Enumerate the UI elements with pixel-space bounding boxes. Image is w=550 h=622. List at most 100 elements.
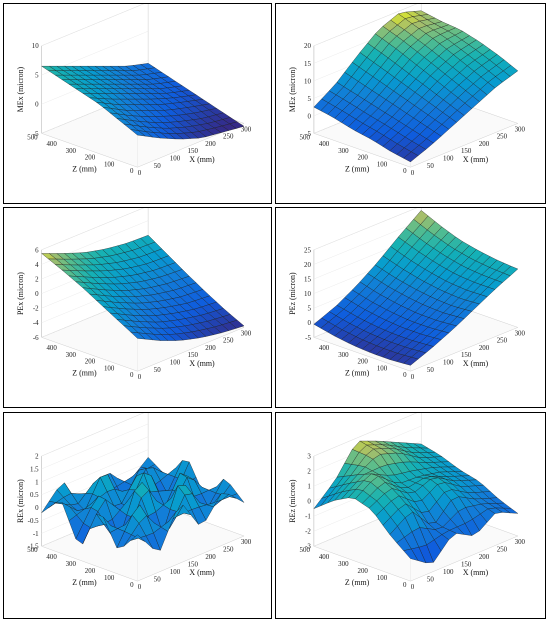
x-axis-label: X (mm)	[189, 155, 215, 164]
surface-patch	[403, 548, 419, 561]
surface-plot-rex: -1.5 -1 -0.5 0 0.5 1 1.5 2 0 100 200 300 400 500 0 50 10…	[16, 413, 252, 591]
gridline	[41, 208, 144, 250]
x-tick-label: 150	[188, 148, 199, 155]
z-tick-label: 0	[403, 168, 407, 175]
gridline	[41, 423, 149, 470]
z-tick-label: 0	[130, 168, 134, 175]
z-tick-label: 200	[85, 359, 96, 366]
value-tick-label: -1	[33, 531, 39, 538]
z-tick-label: 100	[104, 365, 115, 372]
gridline	[41, 413, 144, 457]
gridline	[313, 4, 417, 46]
z-tick-label: 200	[85, 568, 96, 575]
x-tick-label: 150	[188, 352, 199, 359]
value-tick-label: 2	[35, 276, 39, 283]
surface-patch	[41, 501, 57, 513]
value-axis-label: REz (micron)	[288, 479, 297, 523]
value-tick-label: 10	[304, 78, 311, 85]
surface-plot-pez: -505101520250100200300400050100150200250…	[288, 208, 526, 381]
value-tick-label: 5	[307, 306, 311, 313]
x-axis-label: X (mm)	[189, 359, 215, 368]
value-tick-label: 2	[35, 454, 39, 461]
z-tick-label: 300	[66, 148, 77, 155]
z-tick-label: 400	[319, 345, 330, 352]
x-tick-label: 300	[515, 126, 526, 133]
value-tick-label: 5	[35, 72, 39, 79]
value-tick-label: 20	[304, 262, 311, 269]
z-tick-label: 500	[27, 547, 38, 554]
z-tick-label: 200	[358, 155, 369, 162]
z-tick-label: 500	[300, 547, 311, 554]
value-tick-label: 15	[304, 276, 311, 283]
x-tick-label: 250	[223, 546, 234, 553]
value-tick-label: -1	[305, 514, 311, 521]
chart-panel-pez: -5 0 5 10 15 20 25 0 100 200 300 400 0 50 100 150 200 250…	[275, 207, 546, 408]
x-tick-label: 150	[188, 561, 199, 568]
gridline	[313, 413, 417, 457]
z-tick-label: 0	[403, 582, 407, 589]
z-tick-label: 100	[377, 365, 388, 372]
value-tick-label: 1	[35, 479, 39, 486]
z-tick-label: 0	[130, 372, 134, 379]
x-tick-label: 100	[443, 156, 454, 163]
x-tick-label: 100	[443, 569, 454, 576]
value-tick-label: 0	[35, 505, 39, 512]
surface	[41, 235, 245, 341]
value-tick-label: 10	[304, 291, 311, 298]
x-tick-label: 100	[170, 360, 181, 367]
x-tick-label: 200	[479, 345, 490, 352]
value-tick-label: 5	[307, 96, 311, 103]
value-tick-label: 4	[35, 262, 39, 269]
x-tick-label: 0	[411, 170, 415, 177]
surface-plot-mex: -505100100200300400500050100150200250300…	[16, 4, 252, 177]
x-tick-label: 200	[205, 141, 216, 148]
x-tick-label: 150	[461, 352, 472, 359]
x-tick-label: 0	[411, 584, 415, 591]
x-axis-label: X (mm)	[189, 568, 215, 577]
value-tick-label: 0.5	[30, 492, 39, 499]
x-tick-label: 100	[170, 156, 181, 163]
value-tick-label: 1.5	[30, 466, 39, 473]
z-tick-label: 100	[377, 161, 388, 168]
x-tick-label: 300	[241, 539, 252, 546]
value-tick-label: -5	[305, 335, 311, 342]
z-tick-label: 400	[319, 554, 330, 561]
x-tick-label: 300	[241, 126, 252, 133]
x-tick-label: 50	[154, 163, 161, 170]
x-tick-label: 200	[479, 141, 490, 148]
surface-plot-rez: -3 -2 -1 0 1 2 3 0 100 200 300 400 500 0 50 100 150 200 25…	[288, 413, 526, 591]
z-axis-label: Z (mm)	[72, 165, 97, 174]
x-axis-label: X (mm)	[463, 155, 489, 164]
value-tick-label: 0	[35, 291, 39, 298]
value-tick-label: 25	[304, 247, 311, 254]
surface	[41, 63, 245, 140]
z-tick-label: 200	[85, 155, 96, 162]
gridline	[313, 220, 422, 265]
x-tick-label: 50	[427, 367, 434, 374]
z-tick-label: 100	[377, 575, 388, 582]
value-tick-label: 15	[304, 61, 311, 68]
z-tick-label: 300	[338, 561, 349, 568]
surface-patch	[130, 129, 146, 137]
x-axis-label: X (mm)	[463, 359, 489, 368]
surface	[313, 10, 518, 163]
value-tick-label: -5	[305, 131, 311, 138]
x-tick-label: 50	[154, 367, 161, 374]
value-tick-label: 0	[307, 499, 311, 506]
z-axis-label: Z (mm)	[345, 165, 370, 174]
x-tick-label: 100	[443, 360, 454, 367]
z-tick-label: 300	[338, 352, 349, 359]
surface-patch	[403, 151, 419, 163]
x-tick-label: 300	[515, 330, 526, 337]
axes-box: -1.5 -1 -0.5 0 0.5 1 1.5 2 0 100 200 300 400 500 0 50 10…	[16, 413, 252, 591]
gridline	[313, 208, 417, 250]
surface-patch	[130, 534, 146, 542]
x-tick-label: 250	[497, 338, 508, 345]
z-tick-label: 400	[46, 141, 57, 148]
chart-panel-mex: -5 0 5 10 0 100 200 300 400 500 0 50 100 150 200 250 300…	[3, 3, 272, 204]
z-tick-label: 300	[66, 352, 77, 359]
chart-panel-mez: -5 0 5 10 15 20 0 100 200 300 400 500 0 50 100 150 200 25…	[275, 3, 546, 204]
surface-patch	[403, 357, 419, 366]
value-tick-label: -4	[33, 320, 39, 327]
gridline	[41, 4, 144, 46]
